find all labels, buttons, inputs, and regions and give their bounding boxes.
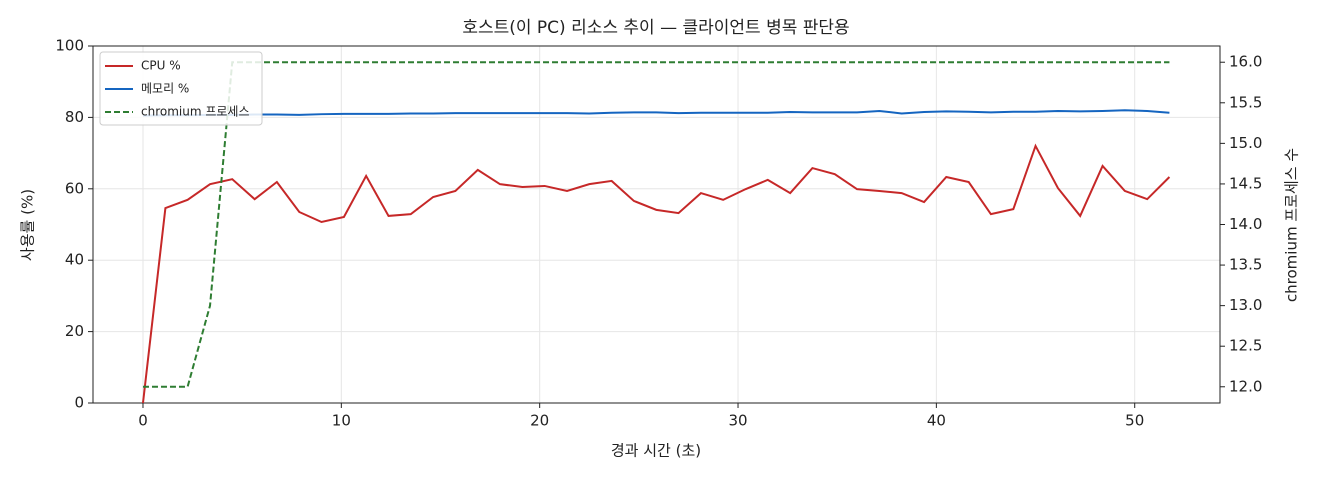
- y2-tick-label: 14.0: [1229, 215, 1262, 233]
- y2-tick-label: 12.0: [1229, 377, 1262, 395]
- chart-title: 호스트(이 PC) 리소스 추이 — 클라이언트 병목 판단용: [462, 18, 849, 38]
- line-series: [142, 61, 1170, 388]
- y2-tick-label: 13.0: [1229, 296, 1262, 314]
- x-tick-label: 10: [332, 412, 351, 430]
- y2-tick-label: 13.5: [1229, 256, 1262, 274]
- legend-label: 메모리 %: [141, 82, 189, 96]
- y-tick-label: 100: [55, 37, 84, 55]
- legend-label: CPU %: [141, 59, 181, 73]
- x-axis-label: 경과 시간 (초): [611, 442, 701, 460]
- y-axis-label: 사용률 (%): [19, 189, 37, 261]
- y2-tick-label: 15.0: [1229, 134, 1262, 152]
- y-tick-label: 40: [65, 251, 84, 269]
- y-tick-label: 20: [65, 322, 84, 340]
- y2-tick-label: 14.5: [1229, 174, 1262, 192]
- x-tick-label: 30: [728, 412, 747, 430]
- y2-axis-label: chromium 프로세스 수: [1283, 148, 1301, 302]
- y-tick-label: 80: [65, 108, 84, 126]
- legend-label: chromium 프로세스: [141, 105, 250, 119]
- line-series: [142, 109, 1170, 117]
- x-tick-label: 40: [927, 412, 946, 430]
- legend-box: [99, 51, 263, 126]
- line-series: [141, 143, 1171, 404]
- y-tick-label: 60: [65, 179, 84, 197]
- x-tick-label: 20: [530, 412, 549, 430]
- y-tick-label: 0: [74, 394, 84, 412]
- y2-tick-label: 12.5: [1229, 337, 1262, 355]
- plot-frame: [92, 45, 1221, 404]
- y2-tick-label: 16.0: [1229, 53, 1262, 71]
- x-tick-label: 0: [138, 412, 148, 430]
- x-tick-label: 50: [1125, 412, 1144, 430]
- y2-tick-label: 15.5: [1229, 93, 1262, 111]
